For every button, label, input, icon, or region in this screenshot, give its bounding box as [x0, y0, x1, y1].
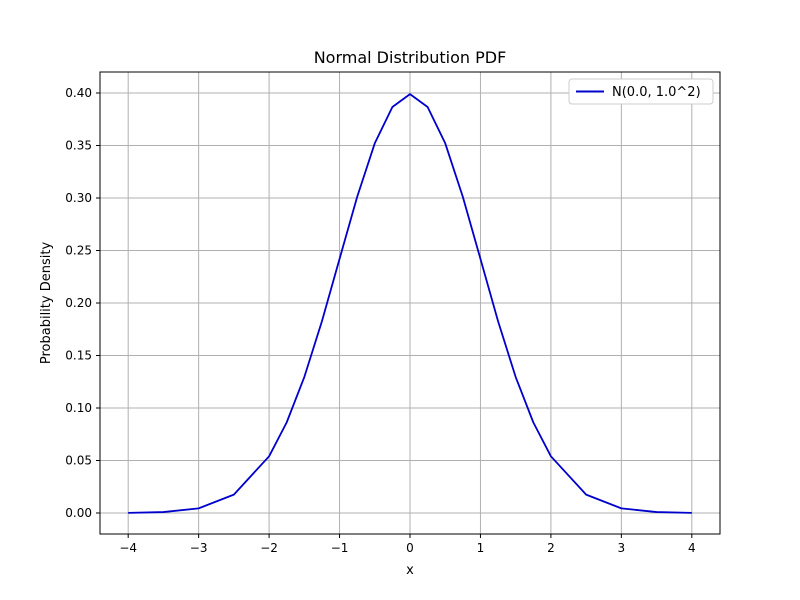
legend: N(0.0, 1.0^2) — [568, 78, 714, 105]
x-tick-label: 2 — [547, 541, 555, 555]
y-tick-label: 0.40 — [65, 86, 92, 100]
x-tick-label: 4 — [688, 541, 696, 555]
x-tick-label: −1 — [331, 541, 349, 555]
series-line-0 — [128, 93, 692, 514]
y-tick-label: 0.30 — [65, 191, 92, 205]
plot-area-frame — [99, 71, 721, 535]
y-tick-label: 0.25 — [65, 244, 92, 258]
x-tick-label: 1 — [477, 541, 485, 555]
series-layer — [128, 93, 692, 514]
y-tick-label: 0.05 — [65, 454, 92, 468]
x-tick-label: 0 — [406, 541, 414, 555]
grid — [100, 72, 720, 534]
x-tick-label: −3 — [190, 541, 208, 555]
x-tick-label: 3 — [618, 541, 626, 555]
y-tick-label: 0.10 — [65, 401, 92, 415]
y-tick-label: 0.00 — [65, 506, 92, 520]
y-axis-label: Probability Density — [39, 242, 54, 365]
y-axis-ticks: 0.00 0.05 0.10 0.15 0.20 0.25 0.30 0.35 0.40 — [65, 86, 100, 520]
legend-entry-label: N(0.0, 1.0^2) — [612, 85, 701, 100]
chart-title: Normal Distribution PDF — [314, 48, 507, 67]
y-tick-label: 0.35 — [65, 139, 92, 153]
x-tick-label: −2 — [260, 541, 278, 555]
y-tick-label: 0.15 — [65, 349, 92, 363]
legend-box — [568, 78, 714, 105]
y-tick-label: 0.20 — [65, 296, 92, 310]
x-axis-ticks: −4 −3 −2 −1 0 1 2 3 4 — [119, 534, 696, 555]
x-tick-label: −4 — [119, 541, 137, 555]
x-axis-label: x — [406, 563, 414, 578]
